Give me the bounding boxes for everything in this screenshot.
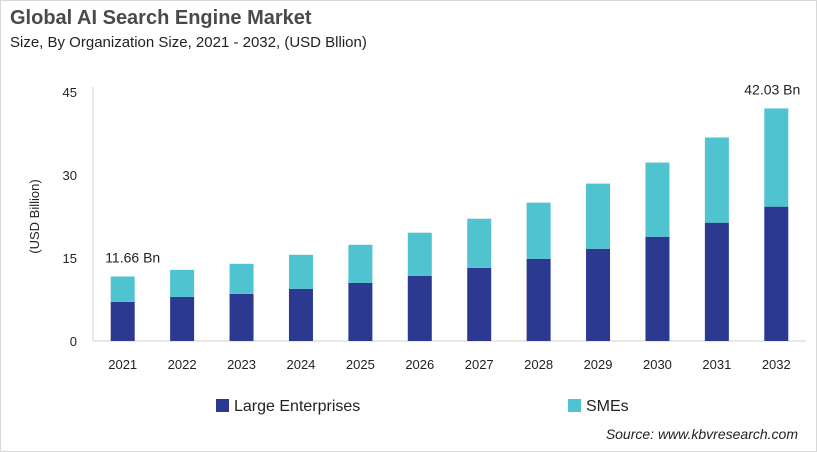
bar-large-enterprises-2026 bbox=[407, 275, 432, 341]
bar-large-enterprises-2032 bbox=[764, 206, 789, 341]
y-axis-label: (USD Billion) bbox=[27, 179, 42, 253]
bar-large-enterprises-2030 bbox=[645, 236, 670, 341]
bar-smes-2028 bbox=[526, 202, 551, 259]
x-tick-label: 2026 bbox=[405, 357, 434, 372]
y-tick-label: 45 bbox=[63, 85, 77, 100]
bar-large-enterprises-2024 bbox=[288, 288, 313, 341]
bar-smes-2029 bbox=[586, 183, 611, 249]
bar-smes-2031 bbox=[704, 137, 729, 223]
x-tick-label: 2029 bbox=[584, 357, 613, 372]
bar-large-enterprises-2021 bbox=[110, 301, 135, 341]
x-tick-label: 2022 bbox=[168, 357, 197, 372]
bar-large-enterprises-2031 bbox=[704, 222, 729, 341]
chart-subtitle: Size, By Organization Size, 2021 - 2032,… bbox=[10, 34, 367, 51]
bar-large-enterprises-2023 bbox=[229, 293, 254, 341]
bar-smes-2030 bbox=[645, 162, 670, 237]
x-tick-label: 2031 bbox=[702, 357, 731, 372]
y-tick-label: 30 bbox=[63, 168, 77, 183]
x-tick-label: 2032 bbox=[762, 357, 791, 372]
bar-smes-2022 bbox=[170, 269, 195, 297]
bar-large-enterprises-2028 bbox=[526, 258, 551, 341]
bar-smes-2023 bbox=[229, 263, 254, 294]
data-label: 42.03 Bn bbox=[744, 81, 800, 97]
x-tick-label: 2024 bbox=[286, 357, 315, 372]
bar-smes-2027 bbox=[467, 218, 492, 268]
x-tick-label: 2028 bbox=[524, 357, 553, 372]
bar-smes-2025 bbox=[348, 244, 373, 283]
bar-smes-2024 bbox=[288, 254, 313, 289]
bar-smes-2026 bbox=[407, 232, 432, 276]
y-tick-label: 0 bbox=[70, 334, 77, 349]
bar-smes-2032 bbox=[764, 108, 789, 207]
source-note: Source: www.kbvresearch.com bbox=[605, 426, 798, 442]
legend-label: Large Enterprises bbox=[234, 398, 360, 415]
bar-large-enterprises-2029 bbox=[586, 248, 611, 341]
bar-large-enterprises-2027 bbox=[467, 267, 492, 341]
bar-large-enterprises-2022 bbox=[170, 296, 195, 341]
chart-title: Global AI Search Engine Market bbox=[10, 7, 312, 29]
x-tick-label: 2030 bbox=[643, 357, 672, 372]
legend-swatch bbox=[216, 399, 229, 412]
bar-smes-2021 bbox=[110, 276, 135, 302]
bar-large-enterprises-2025 bbox=[348, 282, 373, 341]
legend-swatch bbox=[568, 399, 581, 412]
x-tick-label: 2027 bbox=[465, 357, 494, 372]
x-tick-label: 2025 bbox=[346, 357, 375, 372]
data-label: 11.66 Bn bbox=[105, 249, 160, 265]
y-tick-label: 15 bbox=[63, 251, 77, 266]
x-tick-label: 2023 bbox=[227, 357, 256, 372]
legend-label: SMEs bbox=[586, 398, 629, 415]
x-tick-label: 2021 bbox=[108, 357, 137, 372]
